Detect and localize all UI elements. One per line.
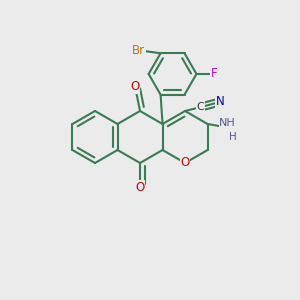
Text: H: H: [229, 132, 237, 142]
Text: O: O: [180, 157, 190, 169]
Text: N: N: [216, 95, 224, 108]
Text: F: F: [211, 68, 218, 80]
Text: Br: Br: [132, 44, 145, 57]
Text: O: O: [135, 181, 145, 194]
Text: C: C: [197, 102, 205, 112]
Text: O: O: [130, 80, 140, 93]
Text: NH: NH: [219, 118, 236, 128]
